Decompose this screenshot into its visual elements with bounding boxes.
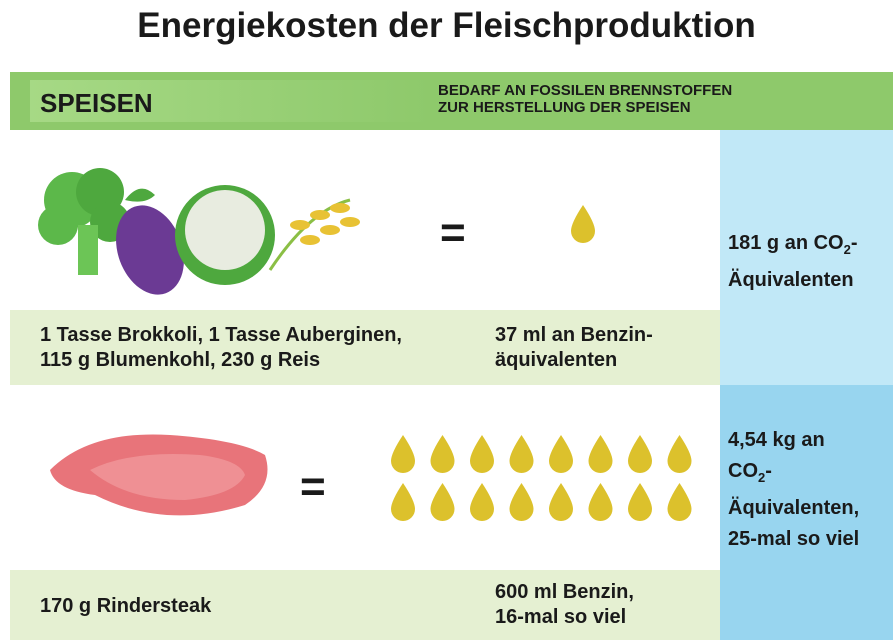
- fuel-line: 37 ml an Benzin-: [495, 323, 653, 348]
- fuel-drop: [391, 483, 415, 521]
- fuel-drop: [391, 435, 415, 473]
- fuel-drop: [571, 205, 595, 243]
- co2-subscript: 2: [844, 242, 851, 257]
- fuel-drop: [628, 483, 652, 521]
- header-left: SPEISEN: [40, 88, 153, 119]
- fuel-drop: [628, 435, 652, 473]
- equals-sign: =: [440, 208, 466, 258]
- steak: [50, 434, 268, 515]
- fuel-drop: [510, 435, 534, 473]
- food-line: 170 g Rindersteak: [40, 594, 211, 619]
- fuel-drop: [470, 483, 494, 521]
- co2-line: Äquivalenten: [728, 265, 858, 295]
- fuel-drop: [549, 483, 573, 521]
- equals-sign: =: [300, 462, 326, 512]
- fuel-drop: [470, 435, 494, 473]
- fuel-label: 37 ml an Benzin- äquivalenten: [495, 323, 653, 373]
- fuel-drop: [431, 483, 455, 521]
- fuel-drop: [510, 483, 534, 521]
- infographic: Energiekosten der Fleischproduktion SPEI…: [0, 0, 893, 640]
- fuel-line: äquivalenten: [495, 348, 653, 373]
- food-line: 115 g Blumenkohl, 230 g Reis: [40, 348, 402, 373]
- header-line: BEDARF AN FOSSILEN BRENNSTOFFEN: [438, 82, 732, 99]
- co2-text: -: [765, 460, 772, 482]
- fuel-line: 600 ml Benzin,: [495, 580, 634, 605]
- co2-line: CO2-: [728, 456, 859, 493]
- fuel-drop: [589, 483, 613, 521]
- broccoli: [38, 168, 130, 275]
- co2-line: Äquivalenten,: [728, 493, 859, 524]
- food-label: 170 g Rindersteak: [40, 594, 211, 619]
- co2-line: 4,54 kg an: [728, 425, 859, 456]
- rice: [270, 200, 360, 270]
- header-right: BEDARF AN FOSSILEN BRENNSTOFFEN ZUR HERS…: [438, 82, 732, 116]
- fuel-drop: [549, 435, 573, 473]
- food-line: 1 Tasse Brokkoli, 1 Tasse Auberginen,: [40, 323, 402, 348]
- fuel-drop: [668, 435, 692, 473]
- food-label: 1 Tasse Brokkoli, 1 Tasse Auberginen, 11…: [40, 323, 402, 373]
- co2-line: 25-mal so viel: [728, 524, 859, 555]
- fuel-drop: [589, 435, 613, 473]
- header-line: ZUR HERSTELLUNG DER SPEISEN: [438, 99, 732, 116]
- fuel-label: 600 ml Benzin, 16-mal so viel: [495, 580, 634, 630]
- title: Energiekosten der Fleischproduktion: [0, 6, 893, 46]
- fuel-drop: [668, 483, 692, 521]
- co2-label: 181 g an CO2- Äquivalenten: [728, 228, 858, 295]
- co2-text: 181 g an CO: [728, 232, 844, 254]
- co2-text: CO: [728, 460, 758, 482]
- co2-label: 4,54 kg an CO2- Äquivalenten, 25-mal so …: [728, 425, 859, 555]
- co2-text: -: [851, 232, 858, 254]
- fuel-line: 16-mal so viel: [495, 605, 634, 630]
- cauliflower: [175, 185, 275, 285]
- co2-line: 181 g an CO2-: [728, 228, 858, 265]
- fuel-drop: [431, 435, 455, 473]
